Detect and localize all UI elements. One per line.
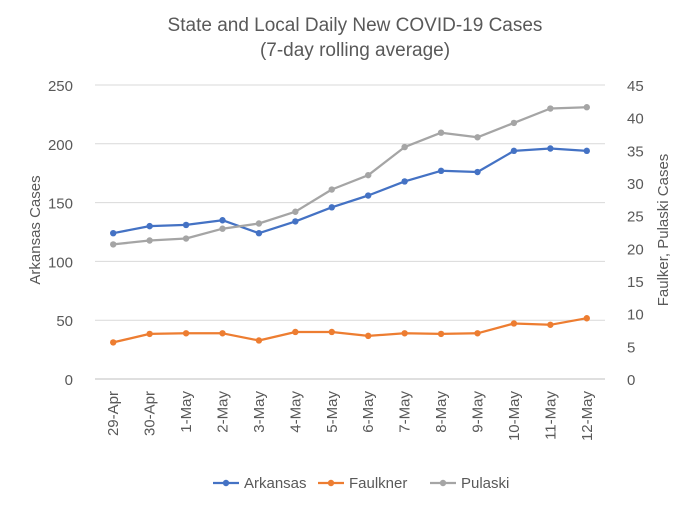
data-point-faulkner [547, 321, 554, 328]
x-tick-label: 1-May [178, 391, 195, 433]
data-point-arkansas [547, 145, 554, 152]
x-tick-label: 5-May [324, 391, 341, 433]
data-point-faulkner [328, 328, 335, 336]
y-right-tick-label: 15 [627, 274, 644, 291]
data-point-pulaski [292, 208, 299, 215]
data-point-pulaski [146, 237, 153, 244]
data-point-pulaski [255, 220, 263, 227]
series-line-faulkner [112, 317, 588, 344]
x-tick-label: 30-Apr [142, 391, 159, 436]
data-point-faulkner [292, 328, 299, 336]
y-right-tick-label: 25 [627, 209, 644, 226]
y-axis-left-label: Arkansas Cases [27, 175, 44, 284]
data-point-faulkner [474, 330, 481, 337]
data-point-arkansas [437, 167, 445, 175]
gridlines [95, 84, 605, 380]
x-tick-label: 8-May [433, 391, 450, 433]
data-point-pulaski [328, 186, 335, 193]
data-point-arkansas [219, 217, 226, 224]
x-tick-label: 7-May [397, 391, 414, 433]
x-tick-label: 29-Apr [105, 391, 122, 436]
x-tick-label: 3-May [251, 391, 268, 433]
series-line-pulaski [113, 106, 587, 246]
data-point-pulaski [583, 104, 590, 111]
data-point-pulaski [182, 235, 190, 242]
data-point-faulkner [583, 315, 590, 322]
legend-label-faulkner: Faulkner [349, 475, 407, 492]
x-tick-label: 2-May [215, 391, 232, 433]
data-point-pulaski [365, 171, 372, 179]
y-right-tick-label: 10 [627, 307, 644, 324]
series-line-arkansas [112, 147, 587, 235]
y-right-tick-label: 0 [627, 372, 635, 389]
y-axis-right-label: Faulker, Pulaski Cases [655, 154, 672, 307]
y-left-tick-label: 100 [48, 254, 73, 271]
chart-title: State and Local Daily New COVID-19 Cases [168, 15, 543, 36]
data-point-arkansas [510, 147, 518, 155]
data-point-arkansas [110, 229, 117, 237]
legend-label-pulaski: Pulaski [461, 475, 509, 492]
data-point-arkansas [401, 178, 408, 185]
data-point-faulkner [365, 332, 372, 340]
data-point-arkansas [583, 147, 590, 155]
x-tick-label: 11-May [542, 391, 559, 440]
data-point-faulkner [255, 337, 263, 344]
data-point-faulkner [437, 330, 445, 338]
data-point-faulkner [401, 330, 408, 337]
data-point-faulkner [146, 330, 153, 338]
x-tick-label: 4-May [287, 391, 304, 433]
y-right-tick-label: 30 [627, 176, 644, 193]
data-point-faulkner [510, 320, 518, 327]
x-tick-label: 6-May [360, 391, 377, 433]
chart-subtitle: (7-day rolling average) [260, 40, 450, 61]
legend-marker-faulkner [327, 479, 335, 487]
data-point-pulaski [401, 143, 408, 151]
data-point-arkansas [146, 222, 153, 230]
y-right-tick-label: 40 [627, 111, 644, 128]
data-point-faulkner [182, 330, 190, 337]
data-point-arkansas [182, 221, 190, 229]
data-point-arkansas [328, 204, 335, 211]
data-point-arkansas [292, 218, 299, 225]
data-point-arkansas [365, 192, 372, 199]
y-right-tick-label: 20 [627, 241, 644, 258]
legend-marker-arkansas [222, 479, 230, 487]
y-left-tick-label: 150 [48, 196, 73, 213]
data-point-arkansas [255, 229, 263, 237]
y-left-tick-label: 250 [48, 78, 73, 95]
data-point-pulaski [474, 134, 481, 141]
y-left-tick-label: 0 [65, 372, 73, 389]
data-point-arkansas [474, 168, 481, 176]
x-tick-label: 9-May [470, 391, 487, 433]
data-point-pulaski [437, 129, 445, 136]
data-point-faulkner [110, 339, 117, 346]
axis-ticks: 0 50 100 150 200 250 0 5 10 15 20 25 30 35 40 45 29-Apr 3… [48, 78, 644, 441]
data-point-pulaski [547, 105, 554, 112]
y-left-tick-label: 200 [48, 137, 73, 154]
y-right-tick-label: 35 [627, 143, 644, 160]
x-tick-label: 10-May [506, 391, 523, 442]
y-right-tick-label: 5 [627, 339, 635, 356]
data-point-faulkner [219, 330, 226, 337]
legend-label-arkansas: Arkansas [244, 475, 307, 492]
data-point-pulaski [219, 225, 226, 232]
series-group [110, 104, 590, 346]
legend: Arkansas Faulkner Pulaski [213, 475, 509, 492]
y-right-tick-label: 45 [627, 78, 644, 95]
x-tick-label: 12-May [579, 391, 596, 442]
y-left-tick-label: 50 [56, 313, 73, 330]
data-point-pulaski [510, 119, 518, 127]
data-point-pulaski [110, 241, 117, 248]
legend-marker-pulaski [439, 479, 447, 487]
